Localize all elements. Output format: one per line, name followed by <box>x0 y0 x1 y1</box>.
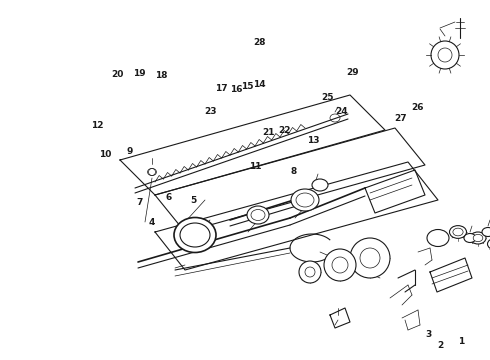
Ellipse shape <box>291 189 319 211</box>
Text: 4: 4 <box>148 218 155 227</box>
Text: 13: 13 <box>307 136 320 145</box>
Text: 21: 21 <box>262 128 275 137</box>
Text: 8: 8 <box>291 166 297 175</box>
Ellipse shape <box>482 228 490 237</box>
Text: 29: 29 <box>346 68 359 77</box>
Ellipse shape <box>427 230 449 247</box>
Circle shape <box>350 238 390 278</box>
Ellipse shape <box>470 232 486 244</box>
Text: 24: 24 <box>336 107 348 116</box>
Text: 9: 9 <box>126 148 133 156</box>
Text: 22: 22 <box>278 126 291 135</box>
Text: 28: 28 <box>253 38 266 47</box>
Text: 20: 20 <box>111 71 124 79</box>
Polygon shape <box>155 162 438 270</box>
Text: 11: 11 <box>248 162 261 171</box>
Text: 23: 23 <box>204 107 217 116</box>
Ellipse shape <box>296 193 314 207</box>
Circle shape <box>360 248 380 268</box>
Ellipse shape <box>473 234 483 242</box>
Polygon shape <box>330 308 350 328</box>
Text: 15: 15 <box>241 82 254 91</box>
Circle shape <box>305 267 315 277</box>
Text: 17: 17 <box>215 84 228 93</box>
Polygon shape <box>430 258 472 292</box>
Text: 16: 16 <box>230 85 243 94</box>
Polygon shape <box>155 128 425 232</box>
Text: 7: 7 <box>136 198 143 207</box>
Ellipse shape <box>312 179 328 191</box>
Text: 14: 14 <box>253 80 266 89</box>
Text: 5: 5 <box>191 197 196 205</box>
Circle shape <box>332 257 348 273</box>
Ellipse shape <box>247 206 269 224</box>
Text: 19: 19 <box>133 69 146 78</box>
Text: 25: 25 <box>321 94 334 102</box>
Text: 3: 3 <box>426 330 432 339</box>
Ellipse shape <box>174 217 216 252</box>
Polygon shape <box>120 95 385 195</box>
Ellipse shape <box>453 228 463 236</box>
Ellipse shape <box>464 234 476 243</box>
Text: 18: 18 <box>155 71 168 80</box>
Text: 12: 12 <box>91 121 103 130</box>
Circle shape <box>324 249 356 281</box>
Ellipse shape <box>180 223 210 247</box>
Text: 1: 1 <box>459 337 465 346</box>
Text: 27: 27 <box>394 114 407 123</box>
Ellipse shape <box>449 226 466 238</box>
Text: 2: 2 <box>437 341 443 350</box>
Polygon shape <box>365 170 425 213</box>
Text: 26: 26 <box>411 103 424 112</box>
Ellipse shape <box>488 238 490 249</box>
Circle shape <box>299 261 321 283</box>
Text: 10: 10 <box>99 150 112 158</box>
Ellipse shape <box>251 210 265 220</box>
Text: 6: 6 <box>166 193 172 202</box>
